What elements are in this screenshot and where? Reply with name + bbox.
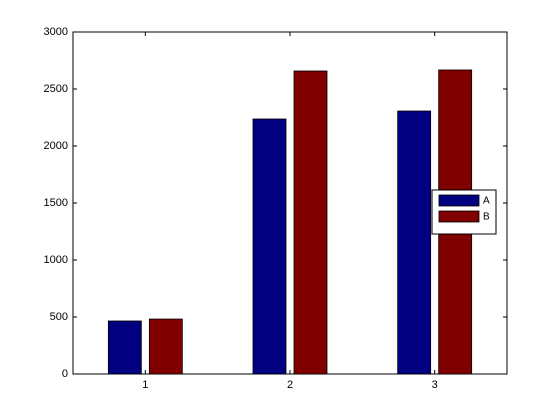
y-tick-label: 2000 <box>44 140 68 152</box>
y-tick-label: 0 <box>62 368 68 380</box>
y-tick-label: 1500 <box>44 197 68 209</box>
bar <box>293 70 328 375</box>
bar <box>252 118 287 375</box>
y-tick-label: 3000 <box>44 26 68 38</box>
x-tick-label: 1 <box>142 379 148 391</box>
bar <box>107 320 142 375</box>
legend: AB <box>431 189 497 235</box>
legend-swatch <box>438 194 480 207</box>
legend-swatch <box>438 210 480 223</box>
x-tick-label: 3 <box>432 379 438 391</box>
legend-label: B <box>483 212 490 223</box>
y-tick-label: 1000 <box>44 254 68 266</box>
y-tick-label: 500 <box>50 311 68 323</box>
legend-label: A <box>483 196 490 207</box>
bar <box>148 318 183 375</box>
bar <box>397 110 432 375</box>
y-tick-label: 2500 <box>44 83 68 95</box>
x-tick-label: 2 <box>287 379 293 391</box>
